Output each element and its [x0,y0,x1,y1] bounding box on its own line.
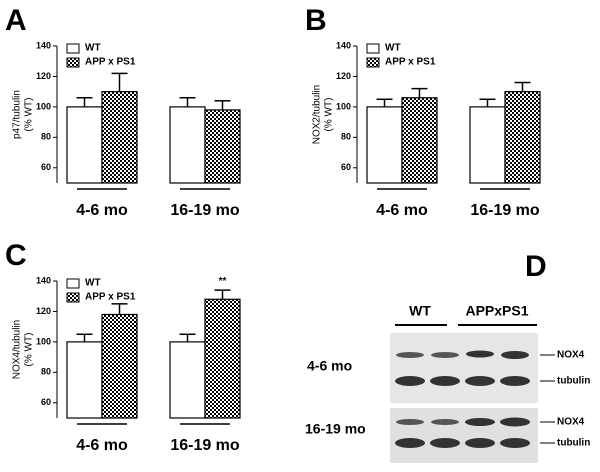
y-tick-label: 120 [36,71,51,81]
panel-letter: C [5,239,27,272]
y-axis-label: NOX2/tubulin [312,85,323,144]
y-tick-label: 100 [336,101,351,111]
y-tick-label: 60 [41,397,51,407]
chart-panel: B NOX2/tubulin (% WT) 60 80 100 120 140 4-6 mo 16… [305,4,541,219]
x-tick-label: 16-19 mo [170,202,240,219]
y-tick-label: 60 [41,162,51,172]
bar [504,91,541,184]
band-label: NOX4 [557,417,585,428]
legend-label: WT [85,43,101,54]
bar [101,91,138,184]
y-tick-label: 140 [336,40,351,50]
x-tick-label: 4-6 mo [376,202,428,219]
y-tick-label: 100 [36,101,51,111]
legend-swatch [366,43,380,54]
y-axis-label: (% WT) [24,333,35,367]
y-tick-label: 80 [341,132,351,142]
y-axis-label: p47/tubulin [12,90,23,139]
chart-panel: C NOX4/tubulin (% WT) 60 80 100 120 140 4-6 mo 16… [5,239,241,454]
bar [66,106,103,184]
legend-swatch [366,57,380,68]
bar [401,97,438,184]
y-tick-label: 80 [41,367,51,377]
y-axis-label: NOX4/tubulin [12,320,23,379]
column-label: APPxPS1 [465,303,528,319]
annotation: ** [219,276,227,287]
blot-panel: D WT APPxPS1 4-6 mo 16-19 mo NOX4 tubuli… [305,250,590,463]
legend-label: APP x PS1 [85,57,136,68]
legend-swatch [66,43,80,54]
y-tick-label: 120 [336,71,351,81]
y-axis-label: (% WT) [324,98,335,132]
bar [366,106,403,184]
y-tick-label: 60 [341,162,351,172]
x-tick-label: 4-6 mo [76,202,128,219]
band-label: NOX4 [557,350,585,361]
bar [204,298,241,419]
x-tick-label: 16-19 mo [170,437,240,454]
y-tick-label: 120 [36,306,51,316]
bands [395,350,530,448]
blot-image [390,333,538,403]
x-tick-label: 4-6 mo [76,437,128,454]
panel-letter: A [5,4,27,37]
band-label: tubulin [557,376,590,387]
y-tick-label: 140 [36,275,51,285]
legend-swatch [66,292,80,303]
panel-letter: D [525,250,547,283]
panel-letter: B [305,4,327,37]
legend-label: WT [85,278,101,289]
legend-swatch [66,278,80,289]
bar [66,341,103,419]
bar [204,109,241,184]
y-tick-label: 100 [36,336,51,346]
legend-label: APP x PS1 [385,57,436,68]
legend-swatch [66,57,80,68]
y-tick-label: 80 [41,132,51,142]
x-tick-label: 16-19 mo [470,202,540,219]
column-label: WT [409,303,431,319]
blot-image [390,408,538,463]
y-tick-label: 140 [36,40,51,50]
bar [101,313,138,419]
row-label: 4-6 mo [307,358,352,374]
bar [469,106,506,184]
row-label: 16-19 mo [305,421,366,437]
bar [169,341,206,419]
y-axis-label: (% WT) [24,98,35,132]
band-label: tubulin [557,438,590,449]
legend-label: APP x PS1 [85,292,136,303]
legend-label: WT [385,43,401,54]
bar [169,106,206,184]
arrows [540,354,555,444]
